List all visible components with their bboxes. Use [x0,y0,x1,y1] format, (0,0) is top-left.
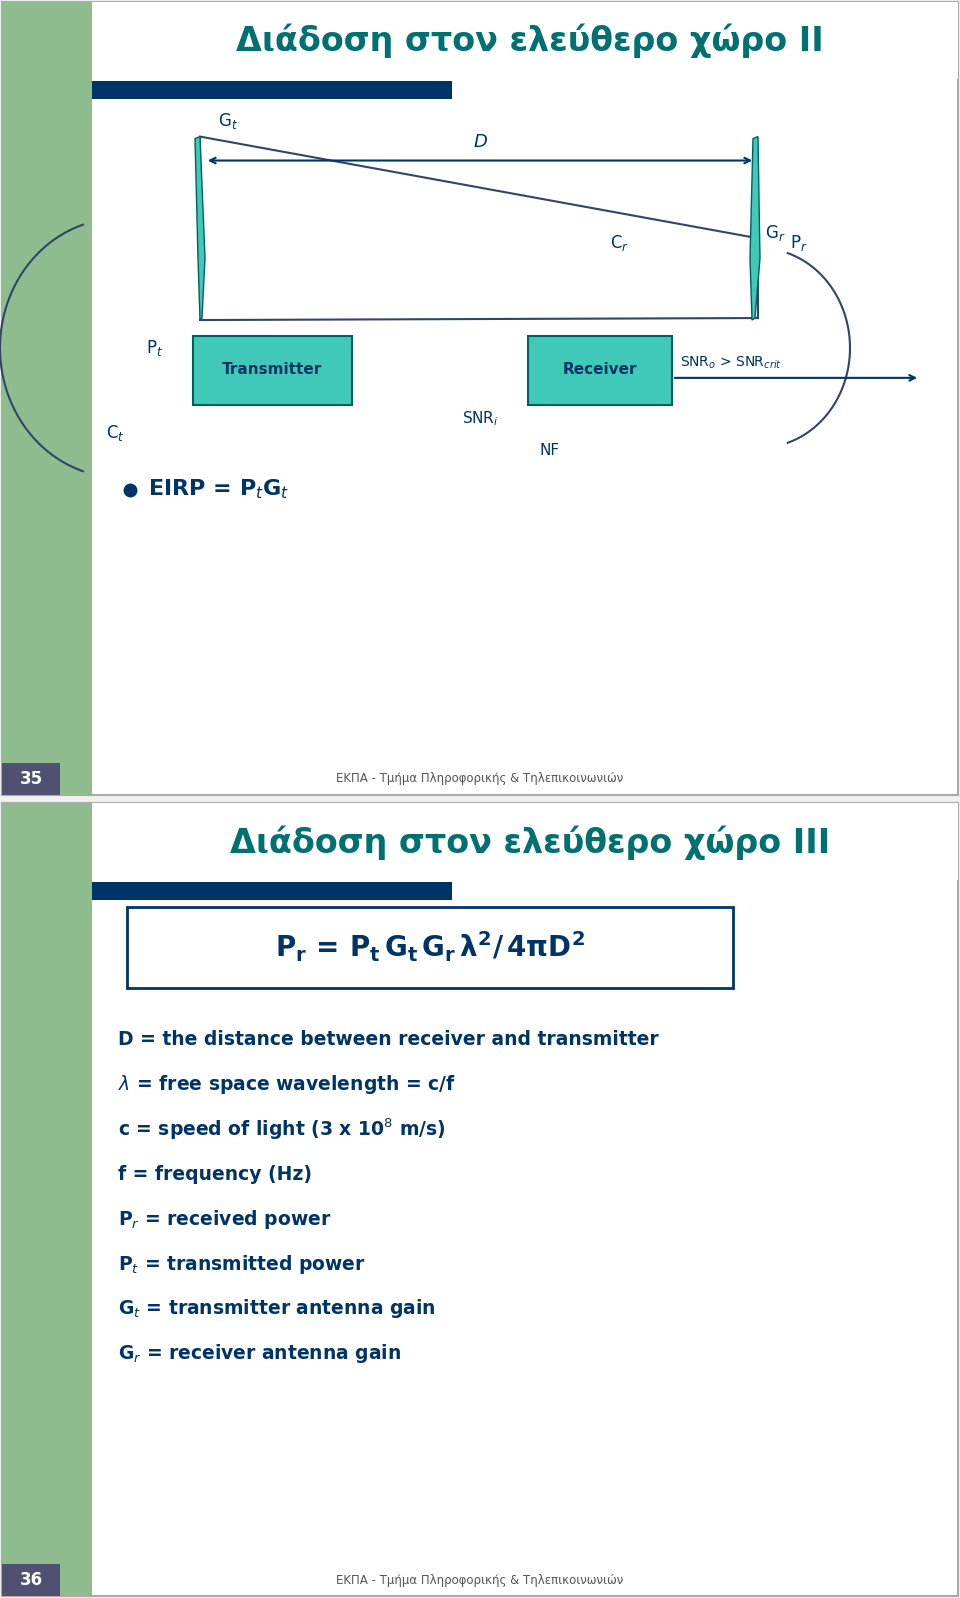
Bar [2,804,92,1596]
Bar [2,1564,60,1596]
Text: P$_t$: P$_t$ [147,339,163,358]
Text: Διάδοση στον ελεύθερο χώρο II: Διάδοση στον ελεύθερο χώρο II [236,24,824,58]
Text: D = the distance between receiver and transmitter: D = the distance between receiver and tr… [118,1031,659,1050]
Text: SNR$_o$ > SNR$_{crit}$: SNR$_o$ > SNR$_{crit}$ [680,355,781,371]
Text: $\lambda$ = free space wavelength = c/f: $\lambda$ = free space wavelength = c/f [118,1072,456,1096]
Text: C$_t$: C$_t$ [106,423,125,443]
Text: D: D [473,133,487,150]
FancyBboxPatch shape [528,336,672,404]
Bar [92,81,452,99]
Text: P$_t$ = transmitted power: P$_t$ = transmitted power [118,1253,366,1275]
FancyBboxPatch shape [193,336,352,404]
Polygon shape [195,136,205,320]
Text: 36: 36 [19,1571,42,1588]
Bar [92,2,958,78]
Text: Transmitter: Transmitter [222,363,323,377]
Polygon shape [750,136,760,320]
Text: P$_r$ = received power: P$_r$ = received power [118,1208,331,1230]
Bar [2,2,92,794]
Text: P$_r$: P$_r$ [790,233,807,252]
Text: C$_r$: C$_r$ [611,233,630,252]
Text: f = frequency (Hz): f = frequency (Hz) [118,1165,312,1184]
Text: ΕΚΠΑ - Τμήμα Πληροφορικής & Τηλεπικοινωνιών: ΕΚΠΑ - Τμήμα Πληροφορικής & Τηλεπικοινων… [336,1574,624,1587]
Text: EIRP = P$_t$G$_t$: EIRP = P$_t$G$_t$ [148,478,289,502]
Bar [92,804,958,880]
Bar [2,762,60,794]
Text: G$_t$: G$_t$ [218,110,238,131]
Text: $\mathbf{P_r\,=\,P_t\,G_t\,G_r\,\lambda^2/\,4\pi D^2}$: $\mathbf{P_r\,=\,P_t\,G_t\,G_r\,\lambda^… [275,930,585,964]
Text: NF: NF [540,443,560,457]
Text: ΕΚΠΑ - Τμήμα Πληροφορικής & Τηλεπικοινωνιών: ΕΚΠΑ - Τμήμα Πληροφορικής & Τηλεπικοινων… [336,772,624,785]
Text: G$_r$: G$_r$ [765,224,785,243]
Bar [92,882,452,900]
Text: Διάδοση στον ελεύθερο χώρο III: Διάδοση στον ελεύθερο χώρο III [229,825,830,860]
Text: 35: 35 [19,770,42,788]
Text: SNR$_i$: SNR$_i$ [462,409,498,428]
Text: G$_t$ = transmitter antenna gain: G$_t$ = transmitter antenna gain [118,1298,436,1320]
Text: G$_r$ = receiver antenna gain: G$_r$ = receiver antenna gain [118,1342,401,1365]
Text: c = speed of light (3 x 10$^8$ m/s): c = speed of light (3 x 10$^8$ m/s) [118,1117,445,1143]
Text: Receiver: Receiver [563,363,637,377]
FancyBboxPatch shape [127,908,733,988]
